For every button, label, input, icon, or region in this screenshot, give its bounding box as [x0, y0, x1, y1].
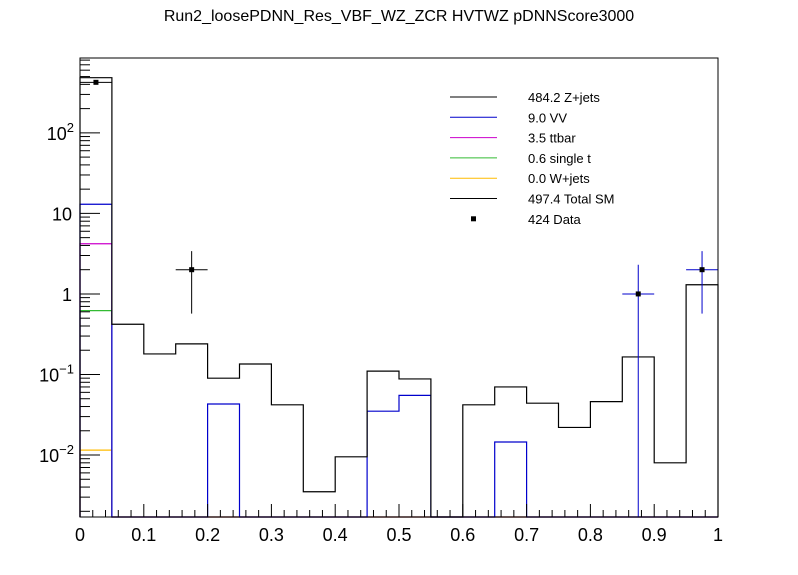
- x-tick-label: 0.4: [323, 525, 348, 545]
- x-tick-label: 1: [713, 525, 723, 545]
- series-layer: [79, 77, 719, 518]
- data-point: [93, 79, 99, 85]
- series-single-t-line: [79, 310, 718, 518]
- y-tick-label: 102: [47, 120, 74, 144]
- y-tick-label: 10−2: [39, 442, 74, 466]
- legend: 484.2 Z+jets 9.0 VV 3.5 ttbar 0.6 single t 0…: [450, 90, 614, 227]
- legend-label-data: 424 Data: [528, 212, 582, 227]
- data-point: [699, 267, 705, 273]
- chart-title: Run2_loosePDNN_Res_VBF_WZ_ZCR HVTWZ pDNN…: [163, 8, 635, 25]
- legend-label-z-jets: 484.2 Z+jets: [528, 90, 600, 105]
- plot-frame-rect: [79, 57, 719, 518]
- x-tick-label: 0: [75, 525, 85, 545]
- x-tick-label: 0.5: [386, 525, 411, 545]
- y-tick-label: 10: [52, 204, 72, 224]
- y-tick-label: 1: [62, 285, 72, 305]
- x-tick-label: 0.7: [514, 525, 539, 545]
- x-tick-label: 0.9: [642, 525, 667, 545]
- legend-label-vv: 9.0 VV: [528, 110, 567, 125]
- x-tick-label: 0.6: [450, 525, 475, 545]
- legend-label-ttbar: 3.5 ttbar: [528, 131, 576, 146]
- series-z-jets-line: [79, 77, 719, 518]
- x-tick-label: 0.3: [259, 525, 284, 545]
- legend-label-w-jets: 0.0 W+jets: [528, 171, 590, 186]
- x-tick-label: 0.1: [131, 525, 156, 545]
- data-points-layer: [80, 79, 718, 517]
- plot-frame: [79, 57, 719, 518]
- axes-layer: 0 0.1 0.2 0.3 0.4 0.5 0.6 0.7 0.8 0.9 1 10−2 10−1 1 10…: [39, 59, 723, 545]
- legend-swatch-data: [471, 216, 476, 222]
- legend-label-single-t: 0.6 single t: [528, 151, 591, 166]
- x-tick-label: 0.8: [578, 525, 603, 545]
- x-tick-label: 0.2: [195, 525, 220, 545]
- data-point: [635, 291, 641, 297]
- y-tick-label: 10−1: [39, 361, 74, 385]
- data-point: [189, 267, 195, 273]
- legend-label-total-sm: 497.4 Total SM: [528, 192, 614, 207]
